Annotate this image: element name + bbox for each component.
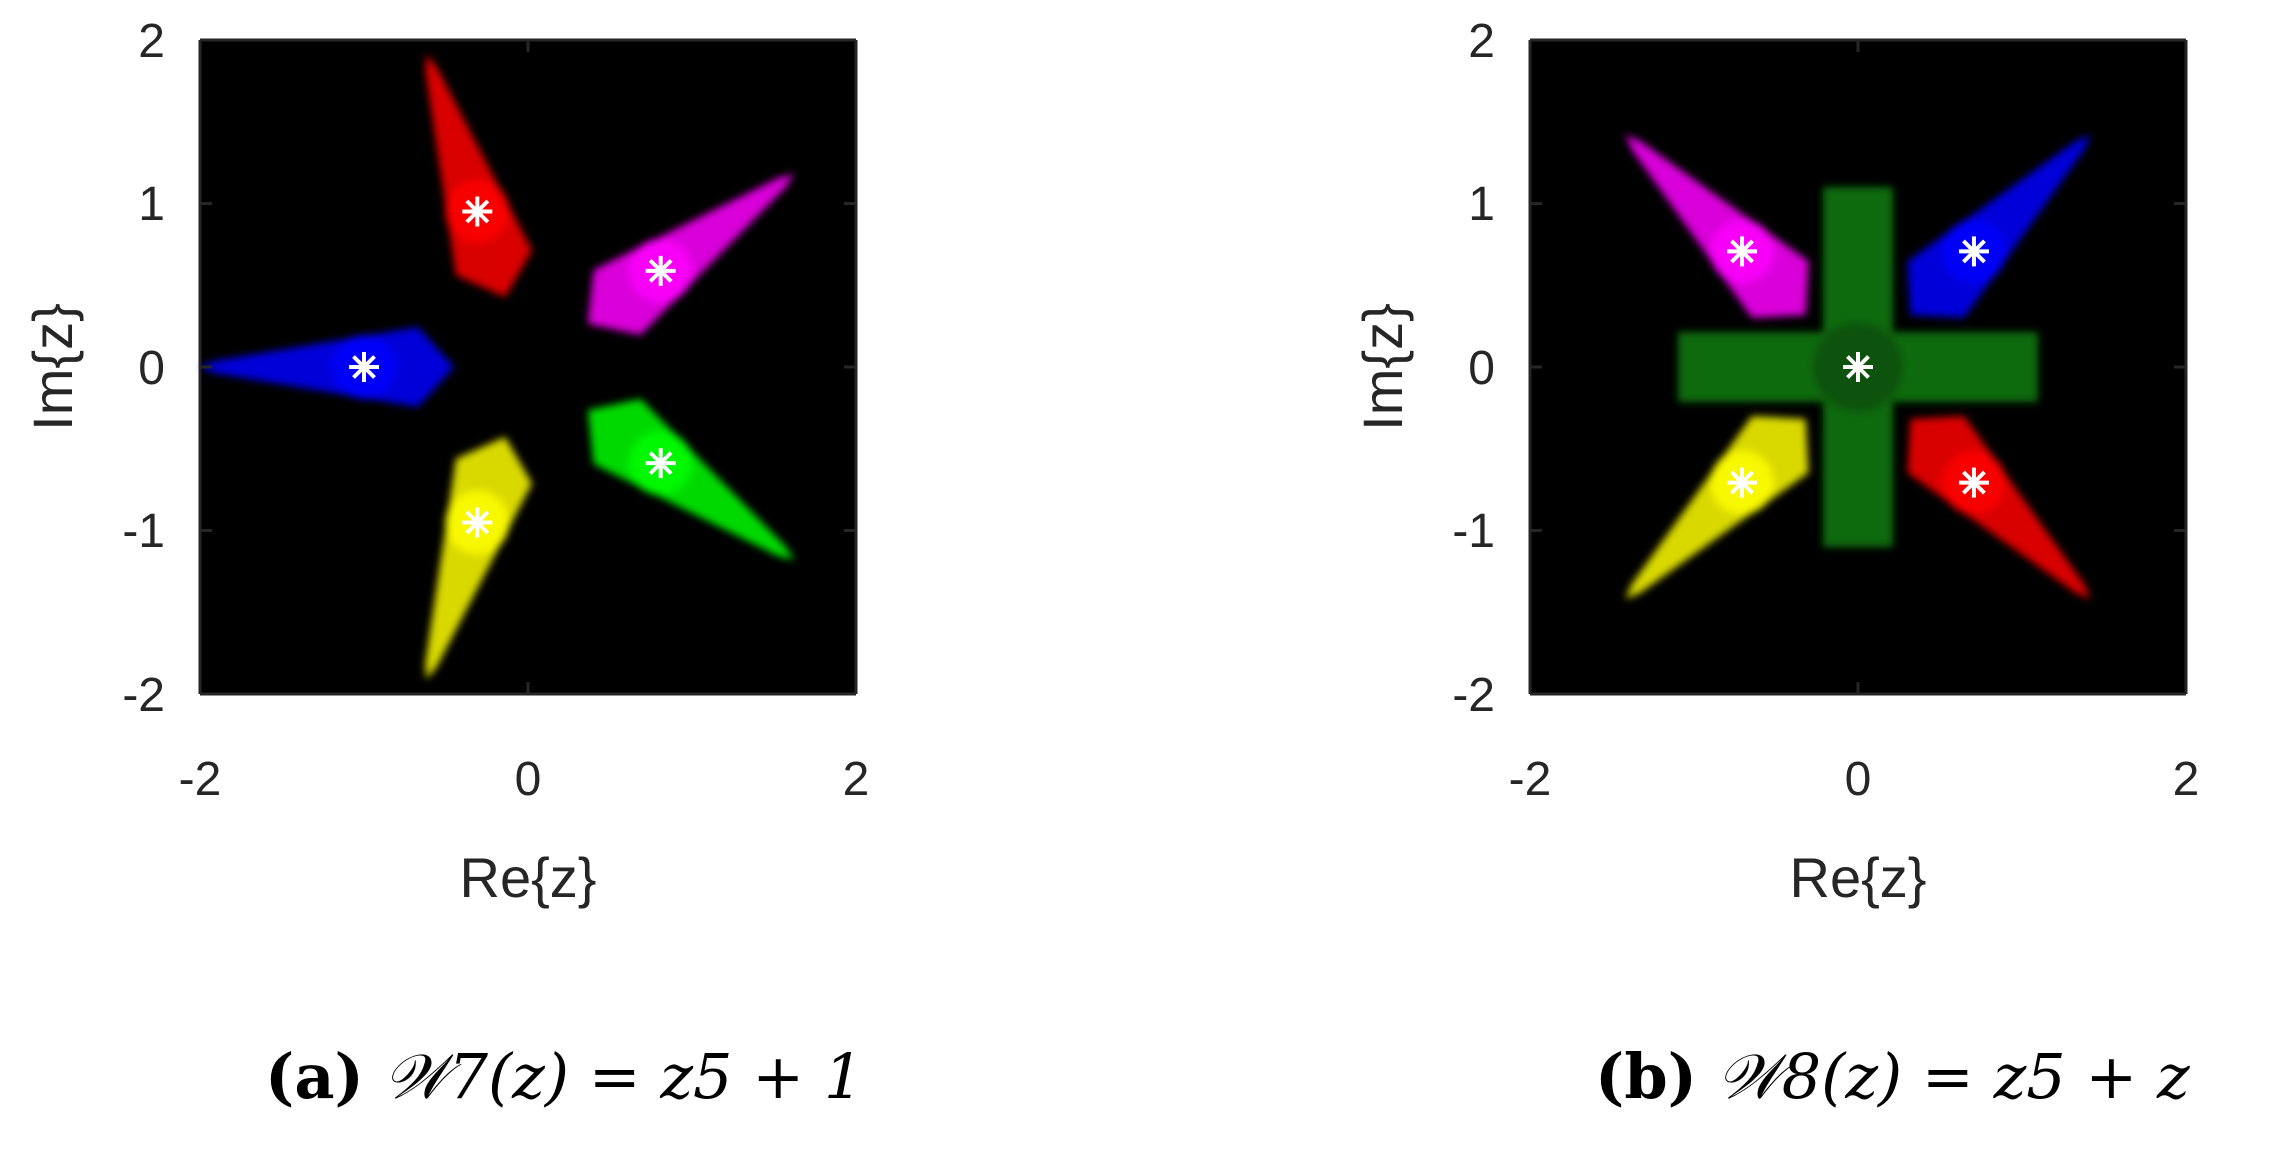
root-marker <box>1727 236 1758 267</box>
ticks-a <box>198 38 858 696</box>
caption-formula-b: 𝒲8(z) = z5 + z <box>1716 1040 2190 1113</box>
caption-a: (a) 𝒲7(z) = z5 + 1 <box>265 1040 863 1114</box>
root-marker <box>1727 467 1758 498</box>
x-tick-label: -2 <box>1509 753 1552 806</box>
root-marker <box>1958 236 1989 267</box>
y-tick-label: 0 <box>138 342 165 395</box>
y-axis-label: Im{z} <box>21 303 84 431</box>
panel-a: -2 0 2 2 1 0 -1 -2 Re{z} Im{z} <box>21 15 869 909</box>
caption-tag-a: (a) <box>265 1040 364 1113</box>
caption-tag-b: (b) <box>1595 1040 1698 1113</box>
root-marker <box>645 255 676 286</box>
x-axis-label: Re{z} <box>460 846 597 909</box>
caption-b: (b) 𝒲8(z) = z5 + z <box>1595 1040 2190 1114</box>
x-tick-label: 0 <box>1845 753 1872 806</box>
y-tick-label: 1 <box>138 178 165 231</box>
y-tick-label: -2 <box>1452 669 1495 722</box>
panel-b: -2 0 2 2 1 0 -1 -2 Re{z} Im{z} <box>1351 15 2199 909</box>
y-tick-label: -1 <box>122 505 165 558</box>
basin-shape <box>425 54 533 298</box>
basin-fractal-b <box>1625 134 2091 600</box>
y-axis-label: Im{z} <box>1351 303 1414 431</box>
x-tick-label: 2 <box>2173 753 2200 806</box>
ticks-b <box>1528 38 2188 696</box>
caption-formula-a: 𝒲7(z) = z5 + 1 <box>383 1040 864 1113</box>
root-marker <box>462 196 493 227</box>
y-tick-label: -1 <box>1452 505 1495 558</box>
root-marker <box>645 448 676 479</box>
roots-a <box>349 196 676 538</box>
x-axis-label: Re{z} <box>1790 846 1927 909</box>
root-marker <box>462 507 493 538</box>
y-tick-label: 2 <box>138 15 165 68</box>
basin-shape <box>199 327 454 407</box>
root-marker <box>1958 467 1989 498</box>
x-tick-label: 2 <box>843 753 870 806</box>
root-marker <box>1843 352 1873 382</box>
y-tick-label: 2 <box>1468 15 1495 68</box>
basin-shape <box>425 436 533 680</box>
x-tick-label: 0 <box>515 753 542 806</box>
y-tick-label: 0 <box>1468 342 1495 395</box>
root-marker <box>349 352 379 382</box>
y-tick-label: 1 <box>1468 178 1495 231</box>
y-tick-label: -2 <box>122 669 165 722</box>
x-tick-label: -2 <box>179 753 222 806</box>
roots-b <box>1727 236 1989 498</box>
